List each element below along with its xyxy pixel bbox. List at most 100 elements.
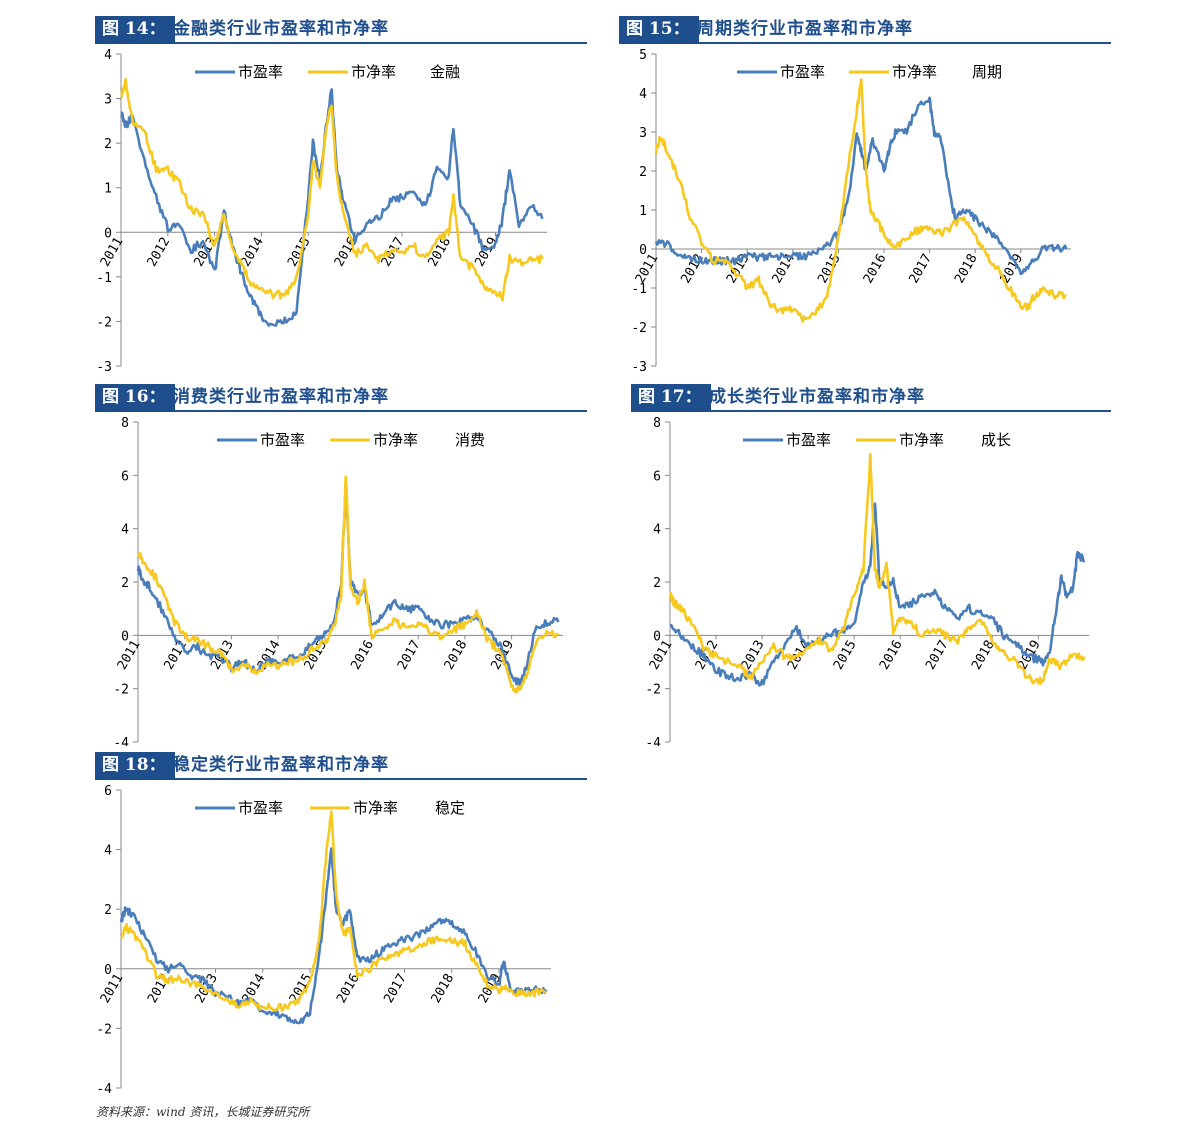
y-tick-label: 6 [121, 469, 129, 484]
figure-number: 图 18： [95, 752, 175, 778]
y-tick-label: 0 [104, 226, 112, 241]
figure-14: 图 14： 金融类行业市盈率和市净率 -3 -2 -1 0 1 2 3 4 2011 2012 20… [95, 16, 587, 374]
y-tick-label: 4 [104, 48, 112, 63]
figure-title: 消费类行业市盈率和市净率 [173, 387, 389, 407]
y-tick-label: 4 [639, 87, 647, 102]
x-tick-label: 2012 [162, 638, 191, 673]
y-tick-label: 3 [639, 126, 647, 141]
y-tick-label: 0 [653, 629, 661, 644]
y-tick-label: 4 [104, 844, 112, 859]
source-note: 资料来源：wind 资讯，长城证券研究所 [96, 1105, 310, 1119]
y-tick-label: -2 [113, 683, 129, 698]
figure-header: 图 17： 成长类行业市盈率和市净率 [631, 384, 1111, 412]
figure-17: 图 17： 成长类行业市盈率和市净率 -4 -2 0 2 4 6 8 2011 2012 2013… [631, 384, 1111, 746]
x-tick-label: 2011 [633, 252, 662, 287]
x-tick-label: 2016 [861, 252, 890, 287]
y-tick-label: -1 [631, 282, 647, 297]
x-tick-label: 2011 [98, 971, 127, 1006]
series-pe-line [119, 847, 548, 1025]
y-tick-label: -2 [96, 1022, 112, 1037]
x-tick-label: 2011 [647, 638, 676, 673]
series-pb-line [137, 475, 560, 694]
figure-number: 图 15： [619, 16, 699, 42]
x-tick-label: 2018 [442, 638, 471, 673]
y-tick-label: -2 [96, 315, 112, 330]
y-tick-label: 4 [121, 523, 129, 538]
legend-group-label: 成长 [981, 431, 1011, 449]
series-pe-line [654, 96, 1068, 276]
y-tick-label: -4 [113, 736, 129, 746]
legend-group-label: 金融 [430, 63, 460, 81]
legend-pb-label: 市净率 [892, 63, 937, 81]
figure-18: 图 18： 稳定类行业市盈率和市净率 -4 -2 0 2 4 6 2011 2012 2013 2… [95, 752, 587, 1100]
figure-title: 稳定类行业市盈率和市净率 [173, 755, 389, 775]
figure-header: 图 18： 稳定类行业市盈率和市净率 [95, 752, 587, 780]
figure-header: 图 14： 金融类行业市盈率和市净率 [95, 16, 587, 44]
figure-header: 图 15： 周期类行业市盈率和市净率 [619, 16, 1111, 44]
x-tick-label: 2017 [381, 971, 410, 1006]
figure-header: 图 16： 消费类行业市盈率和市净率 [95, 384, 587, 412]
legend-group-label: 消费 [455, 431, 485, 449]
y-tick-label: 3 [104, 93, 112, 108]
y-tick-label: -3 [631, 360, 647, 374]
y-tick-label: 0 [104, 963, 112, 978]
y-tick-label: 4 [653, 523, 661, 538]
x-tick-label: 2017 [923, 638, 952, 673]
y-tick-label: 0 [121, 629, 129, 644]
series-pb-line [668, 452, 1086, 685]
y-tick-label: 0 [639, 243, 647, 258]
legend-pe-label: 市盈率 [786, 431, 831, 449]
legend-pe-label: 市盈率 [780, 63, 825, 81]
x-tick-label: 2011 [115, 638, 144, 673]
y-tick-label: 1 [104, 182, 112, 197]
y-tick-label: 2 [121, 576, 129, 591]
y-tick-label: -2 [645, 683, 661, 698]
figure-number: 图 14： [95, 16, 175, 42]
figure-title: 金融类行业市盈率和市净率 [173, 19, 389, 39]
x-tick-label: 2017 [906, 252, 935, 287]
y-tick-label: -4 [645, 736, 661, 746]
series-pb-line [120, 810, 547, 1012]
legend-pb-label: 市净率 [353, 799, 398, 817]
figure-15: 图 15： 周期类行业市盈率和市净率 -3 -2 -1 0 1 2 3 4 5 2011 2012 2… [619, 16, 1111, 374]
figure-16: 图 16： 消费类行业市盈率和市净率 -4 -2 0 2 4 6 8 2011 2012 2013… [95, 384, 587, 746]
y-tick-label: -4 [96, 1082, 112, 1097]
legend-pb-label: 市净率 [373, 431, 418, 449]
x-tick-label: 2016 [348, 638, 377, 673]
y-tick-label: -1 [96, 271, 112, 286]
y-tick-label: -3 [96, 360, 112, 374]
x-tick-label: 2018 [429, 971, 458, 1006]
figure-title: 成长类行业市盈率和市净率 [709, 387, 925, 407]
x-tick-label: 2016 [877, 638, 906, 673]
x-tick-label: 2011 [98, 235, 127, 270]
figure-number: 图 17： [631, 384, 711, 410]
x-tick-label: 2017 [395, 638, 424, 673]
legend-pe-label: 市盈率 [238, 63, 283, 81]
figure-number: 图 16： [95, 384, 175, 410]
x-tick-label: 2012 [145, 235, 174, 270]
legend-pe-label: 市盈率 [238, 799, 283, 817]
series-pb-line [120, 77, 544, 302]
series-pb-line [654, 78, 1067, 323]
y-tick-label: 6 [653, 469, 661, 484]
y-tick-label: 6 [104, 784, 112, 799]
legend-group-label: 稳定 [435, 799, 465, 817]
y-tick-label: 2 [104, 137, 112, 152]
x-tick-label: 2018 [952, 252, 981, 287]
y-tick-label: 2 [639, 165, 647, 180]
legend-pb-label: 市净率 [899, 431, 944, 449]
y-tick-label: -2 [631, 321, 647, 336]
y-tick-label: 8 [653, 416, 661, 431]
legend-pb-label: 市净率 [351, 63, 396, 81]
y-tick-label: 2 [104, 903, 112, 918]
y-tick-label: 2 [653, 576, 661, 591]
figure-title: 周期类行业市盈率和市净率 [697, 19, 913, 39]
series-pe-line [120, 88, 544, 327]
y-tick-label: 5 [639, 48, 647, 63]
y-tick-label: 1 [639, 204, 647, 219]
